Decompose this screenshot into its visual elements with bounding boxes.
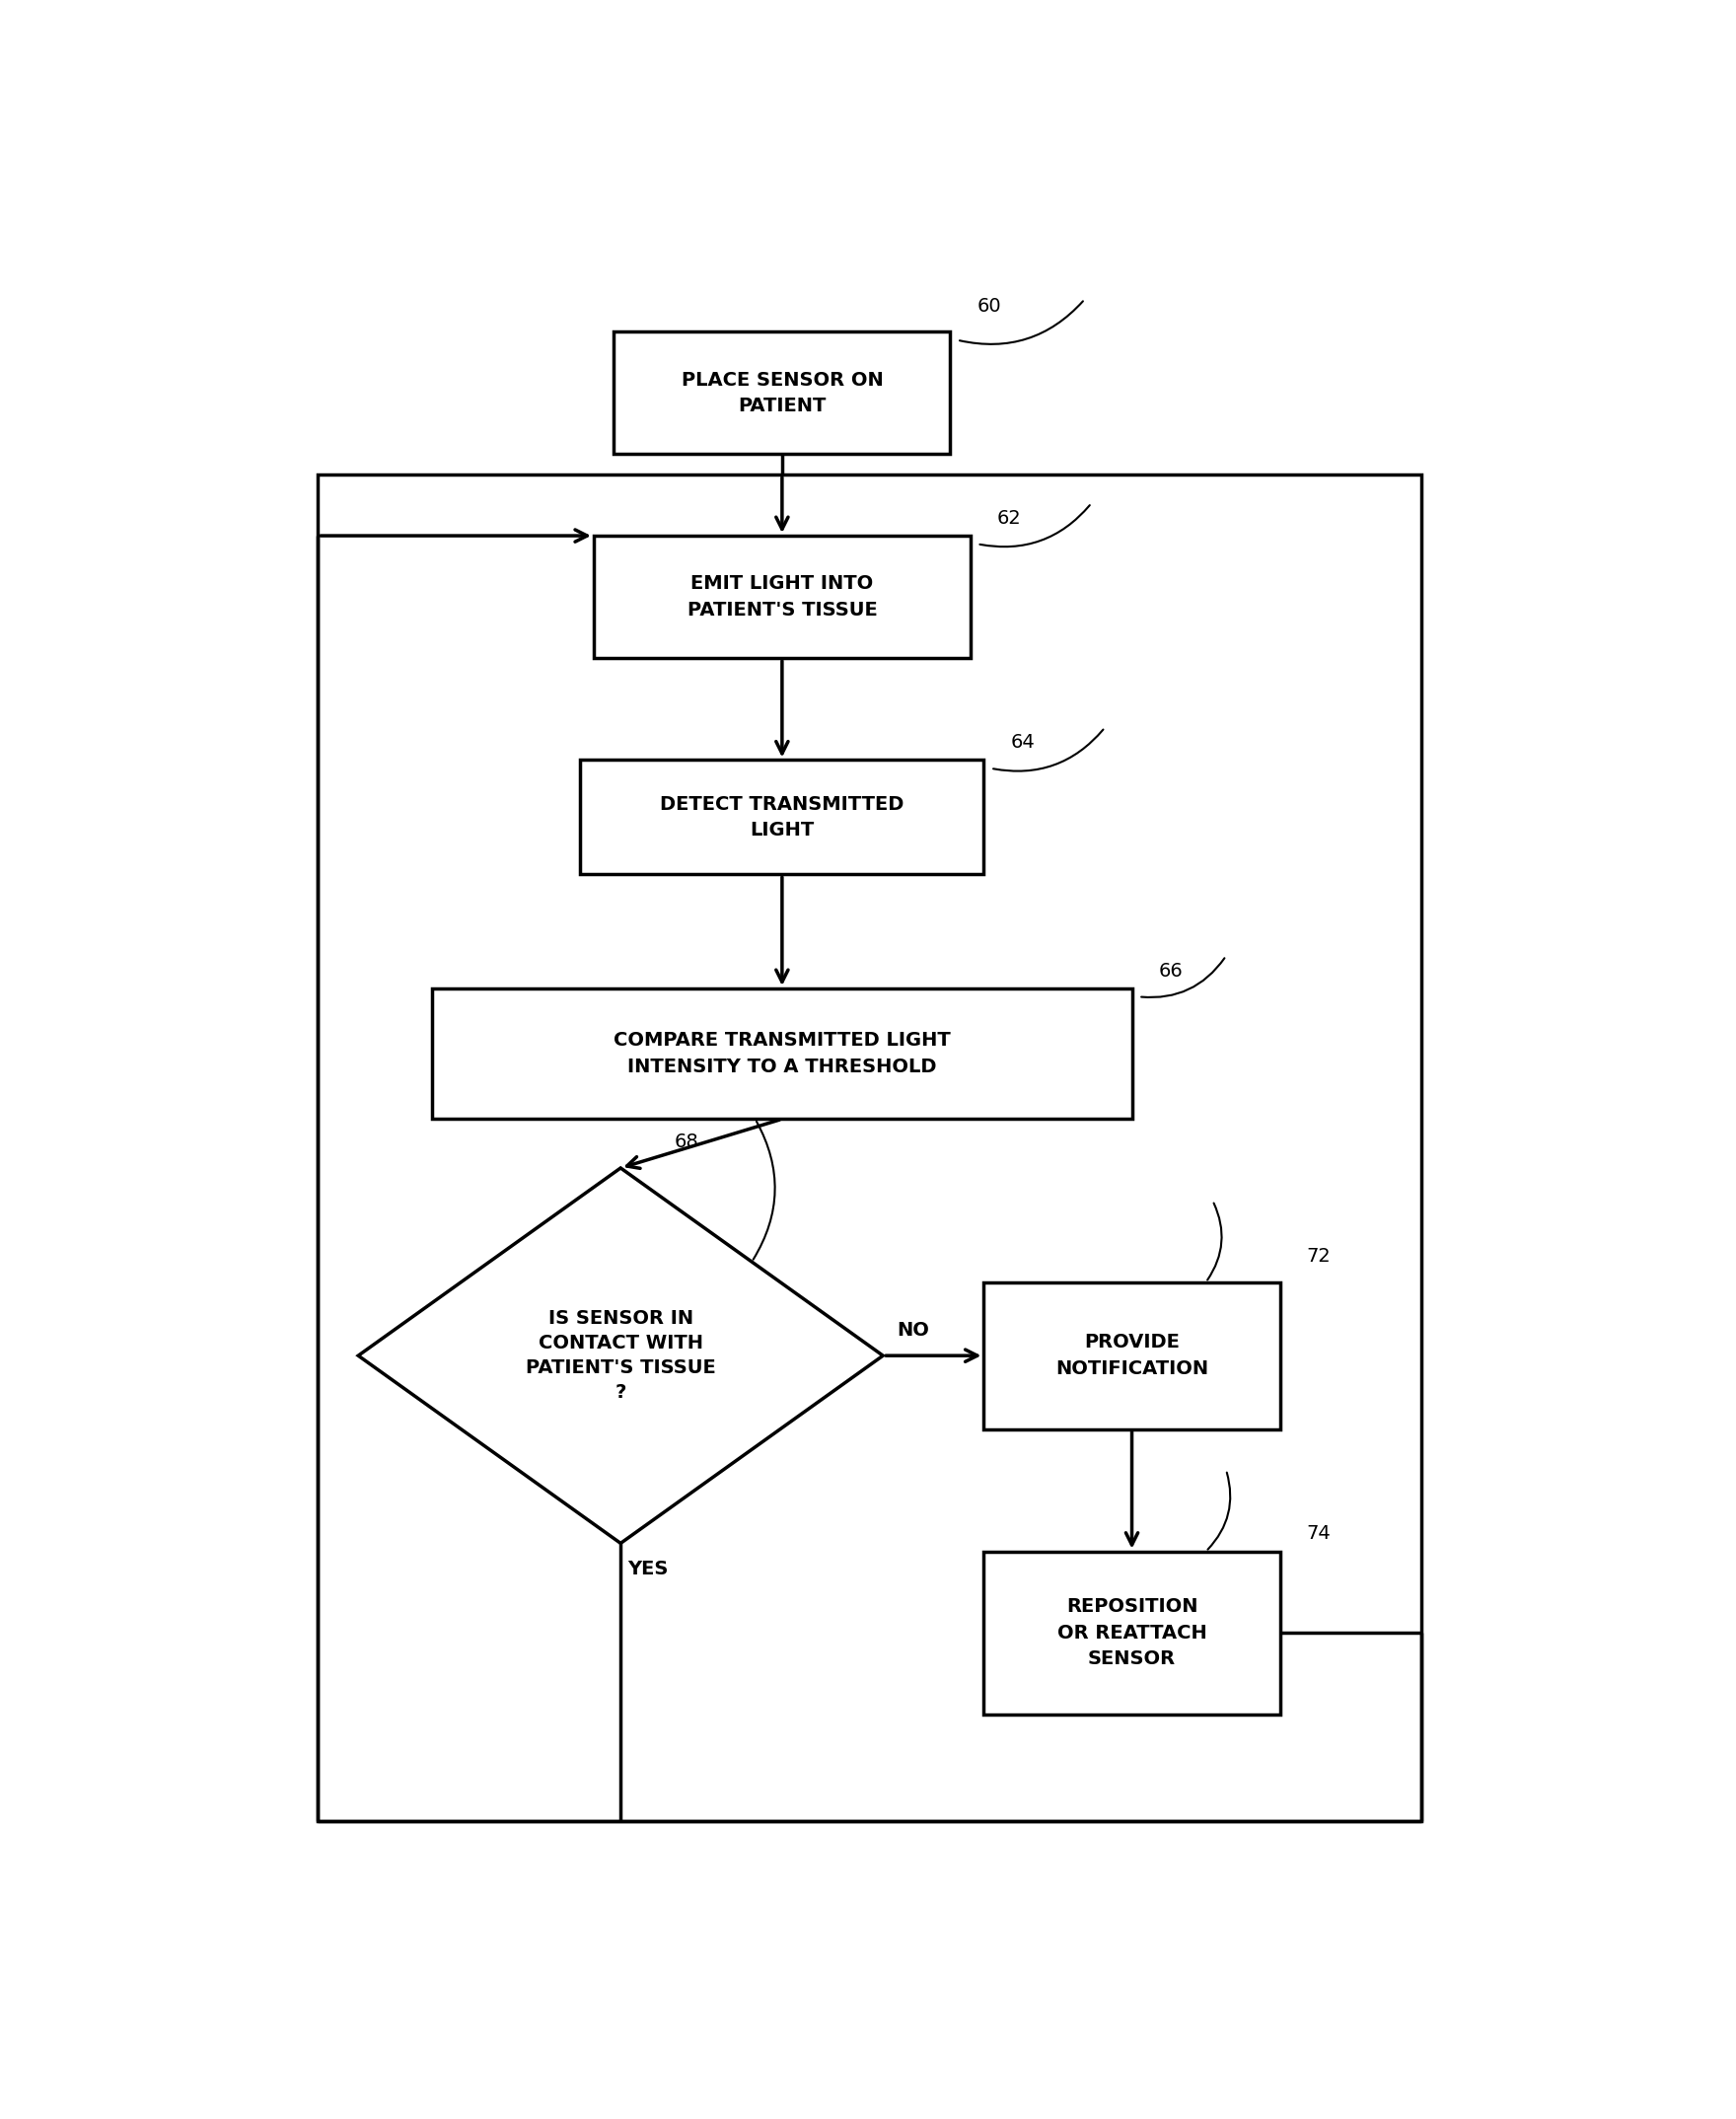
Text: IS SENSOR IN
CONTACT WITH
PATIENT'S TISSUE
?: IS SENSOR IN CONTACT WITH PATIENT'S TISS… [526, 1310, 715, 1403]
Text: 66: 66 [1160, 962, 1184, 981]
Text: 62: 62 [998, 509, 1023, 528]
Bar [580, 761, 984, 875]
Text: REPOSITION
OR REATTACH
SENSOR: REPOSITION OR REATTACH SENSOR [1057, 1598, 1207, 1668]
Bar [984, 1551, 1279, 1714]
Bar [432, 987, 1132, 1119]
Text: PROVIDE
NOTIFICATION: PROVIDE NOTIFICATION [1055, 1333, 1208, 1377]
Text: YES: YES [627, 1560, 668, 1579]
Text: 60: 60 [977, 297, 1002, 316]
Text: 64: 64 [1010, 733, 1035, 752]
Polygon shape [358, 1168, 884, 1543]
Text: COMPARE TRANSMITTED LIGHT
INTENSITY TO A THRESHOLD: COMPARE TRANSMITTED LIGHT INTENSITY TO A… [613, 1032, 951, 1076]
Text: DETECT TRANSMITTED
LIGHT: DETECT TRANSMITTED LIGHT [660, 795, 904, 839]
Bar [318, 475, 1422, 1820]
Bar [594, 536, 970, 659]
Bar [984, 1282, 1279, 1428]
Text: 68: 68 [675, 1134, 700, 1153]
Text: 74: 74 [1307, 1524, 1332, 1543]
Text: EMIT LIGHT INTO
PATIENT'S TISSUE: EMIT LIGHT INTO PATIENT'S TISSUE [687, 574, 877, 619]
Text: NO: NO [896, 1320, 929, 1339]
Text: 72: 72 [1307, 1248, 1332, 1265]
Bar [615, 333, 950, 453]
Text: PLACE SENSOR ON
PATIENT: PLACE SENSOR ON PATIENT [681, 371, 884, 415]
